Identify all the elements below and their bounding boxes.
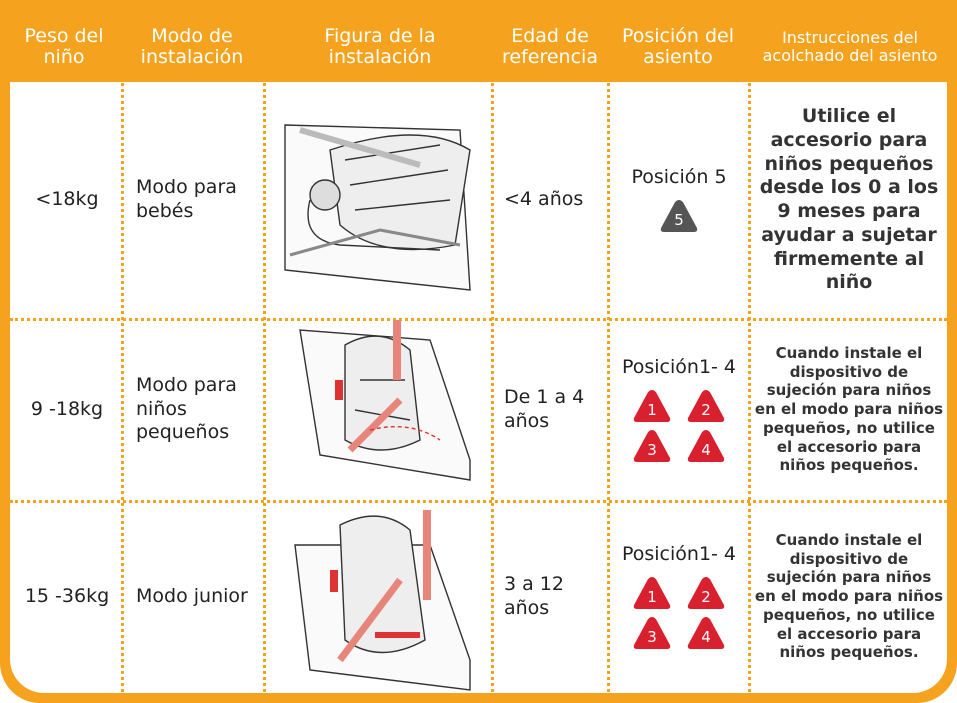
badge-shape <box>660 200 698 232</box>
position-badge: 1 <box>633 576 671 609</box>
header-cell: Peso del niño <box>24 25 104 68</box>
badges: 5 <box>654 198 704 234</box>
mode-cell: Modo para bebés <box>136 176 237 222</box>
age-cell: 3 a 12 años <box>504 572 564 619</box>
column-divider <box>121 18 124 703</box>
column-divider <box>263 18 266 703</box>
position-badge: 5 <box>660 200 698 232</box>
badge-shape <box>687 576 725 609</box>
position-label: Posición 5 <box>631 166 727 188</box>
position-badge: 3 <box>633 429 671 462</box>
column-divider <box>607 18 610 703</box>
badge-number: 1 <box>647 401 657 419</box>
position-cell: Posición 5 5 <box>612 84 746 316</box>
instructions-cell: Utilice el accesorio para niños pequeños… <box>759 105 939 294</box>
position-badge: 1 <box>633 389 671 422</box>
mode-cell: Modo para niños pequeños <box>136 373 237 444</box>
badge-shape <box>633 429 671 462</box>
badge-number: 2 <box>701 588 711 606</box>
instructions-cell: Cuando instale el dispositivo de sujeció… <box>754 343 944 475</box>
instructions-cell: Cuando instale el dispositivo de sujeció… <box>754 530 944 662</box>
header-cell: Posición del asiento <box>621 25 735 68</box>
badge-number: 4 <box>701 628 711 646</box>
header-cell: Edad de referencia <box>502 25 598 68</box>
position-cell: Posición1- 4 1 2 3 4 <box>612 321 746 498</box>
column-divider <box>491 18 494 703</box>
position-label: Posición1- 4 <box>621 355 737 378</box>
position-badge: 4 <box>687 429 725 462</box>
position-cell: Posición1- 4 1 2 3 4 <box>612 503 746 690</box>
position-badge: 3 <box>633 616 671 649</box>
age-cell: De 1 a 4 años <box>504 385 585 432</box>
badge-shape <box>687 389 725 422</box>
badge-shape <box>633 576 671 609</box>
weight-cell: 9 -18kg <box>30 397 104 420</box>
weight-cell: 15 -36kg <box>24 584 110 607</box>
badges: 1 2 3 4 <box>627 388 731 464</box>
badge-shape <box>633 389 671 422</box>
position-badge: 4 <box>687 616 725 649</box>
position-badge: 2 <box>687 576 725 609</box>
position-badge: 2 <box>687 389 725 422</box>
badges: 1 2 3 4 <box>627 575 731 651</box>
header-cell: Instrucciones del acolchado del asiento <box>762 28 938 65</box>
weight-cell: <18kg <box>35 188 99 211</box>
badge-number: 5 <box>674 211 684 229</box>
badge-number: 4 <box>701 441 711 459</box>
position-label: Posición1- 4 <box>621 542 737 565</box>
badge-number: 1 <box>647 588 657 606</box>
table-body <box>10 82 947 693</box>
header-cell: Modo de instalación <box>140 25 244 68</box>
badge-number: 2 <box>701 401 711 419</box>
header-cell: Figura de la instalación <box>324 25 436 68</box>
badge-number: 3 <box>647 441 657 459</box>
age-cell: <4 años <box>504 188 584 211</box>
column-divider <box>748 18 751 703</box>
row-divider <box>10 500 947 503</box>
mode-cell: Modo junior <box>136 584 248 607</box>
badge-shape <box>687 429 725 462</box>
badge-shape <box>633 616 671 649</box>
badge-number: 3 <box>647 628 657 646</box>
row-divider <box>10 318 947 321</box>
badge-shape <box>687 616 725 649</box>
